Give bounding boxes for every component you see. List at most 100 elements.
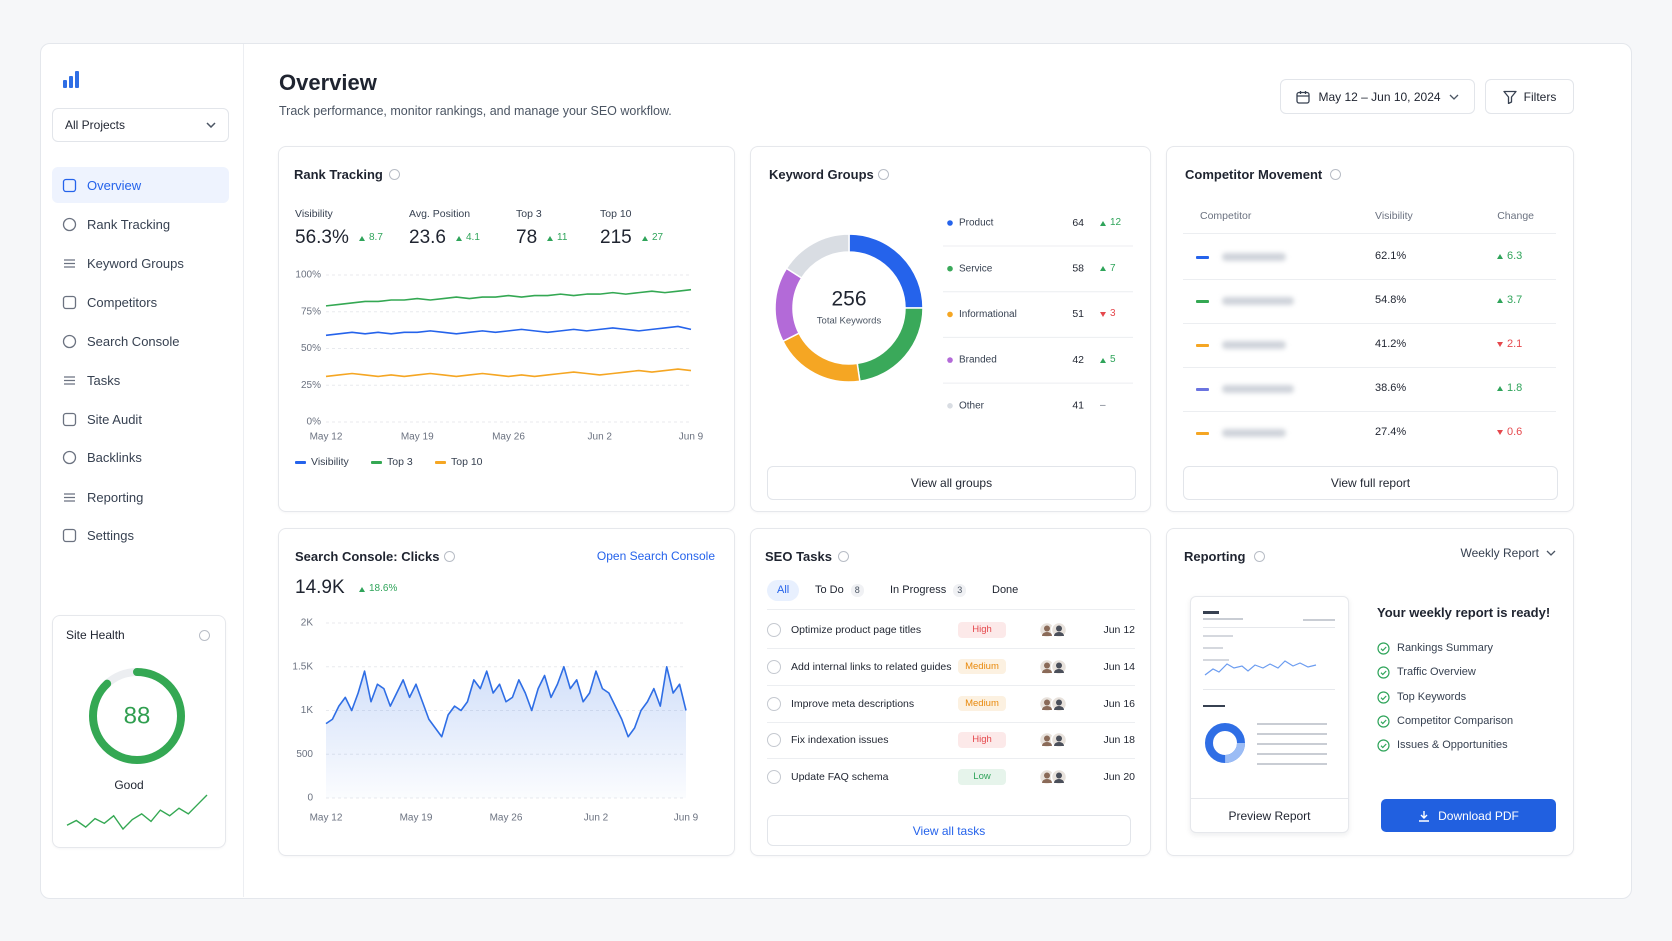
checkbox[interactable] [767, 623, 781, 637]
avatar-body [1042, 779, 1052, 784]
report-preview: Preview Report [1190, 596, 1349, 833]
nav-item[interactable]: Rank Tracking [52, 206, 229, 242]
nav-item[interactable]: Site Audit [52, 401, 229, 437]
tab-label: In Progress [890, 584, 947, 596]
tab[interactable]: All [767, 580, 800, 601]
legend-dot [947, 265, 953, 272]
tab[interactable]: In Progress 3 [880, 580, 976, 601]
avatar-body [1042, 632, 1052, 636]
trend-arrow [1497, 254, 1503, 259]
card-title: Rank Tracking [294, 167, 383, 182]
x-tick-label: Jun 9 [674, 813, 699, 824]
icon-shape [62, 217, 77, 231]
report-item: Issues & Opportunities [1397, 739, 1508, 752]
icon-shape [62, 450, 77, 464]
metric-label: Top 10 [600, 208, 632, 220]
download-button[interactable]: Download PDF [1381, 799, 1556, 832]
checkbox[interactable] [767, 733, 781, 748]
open-search-console-link[interactable]: Open Search Console [596, 549, 715, 563]
series-swatch [1196, 432, 1209, 435]
avatar-body [1054, 668, 1064, 673]
priority-badge: Medium [958, 658, 1006, 675]
row-divider [1183, 367, 1556, 368]
blurred-name [1222, 429, 1286, 437]
nav-item[interactable]: Settings [52, 517, 229, 553]
change: 18.6% [359, 584, 397, 594]
nav-icon [62, 334, 77, 348]
y-tick-label: 1K [301, 705, 314, 716]
period-select[interactable]: Weekly Report [1461, 547, 1556, 559]
icon-shape [62, 528, 77, 542]
date-range-button[interactable]: May 12 – Jun 10, 2024 [1280, 79, 1475, 114]
checkbox[interactable] [767, 770, 781, 785]
avatar-body [1042, 668, 1052, 673]
view-tasks-button[interactable]: View all tasks [767, 815, 1131, 846]
legend-value: 58 [1072, 262, 1084, 274]
avatar-face [1056, 699, 1062, 706]
nav-item[interactable]: Overview [52, 167, 229, 203]
change: – [1100, 399, 1106, 411]
y-tick-label: 1.5K [292, 661, 313, 672]
change: 12 [1100, 218, 1121, 228]
checkbox[interactable] [767, 696, 781, 711]
tab[interactable]: Done [982, 580, 1028, 601]
nav-icon [64, 258, 75, 268]
change-value: – [1100, 399, 1106, 411]
tab[interactable]: To Do 8 [805, 580, 874, 601]
competitor-card: Competitor Movement View full report Com… [1166, 146, 1574, 512]
priority-badge: Low [958, 769, 1006, 785]
area-fill [326, 666, 686, 798]
chevron [1449, 94, 1459, 100]
avatar-face [1044, 772, 1050, 779]
y-tick-label: 2K [301, 618, 314, 629]
view-report-button[interactable]: View full report [1183, 466, 1558, 500]
avatar-face [1056, 772, 1062, 779]
nav-item[interactable]: Backlinks [52, 439, 229, 475]
x-tick-label: May 26 [490, 813, 523, 824]
change-value: 8.7 [369, 232, 383, 243]
nav-item[interactable]: Keyword Groups [52, 245, 229, 281]
view-groups-button[interactable]: View all groups [767, 466, 1136, 500]
check-mark [1380, 743, 1387, 749]
button-label: Preview Report [1228, 808, 1311, 823]
card-title: Reporting [1184, 549, 1246, 564]
assignee-avatars [1038, 621, 1068, 639]
change-value: 11 [557, 232, 568, 243]
change: 7 [1100, 263, 1116, 274]
trend-arrow [359, 586, 365, 592]
report-item: Rankings Summary [1397, 642, 1493, 654]
y-tick-label: 25% [301, 380, 321, 391]
preview-button[interactable]: Preview Report [1191, 798, 1348, 832]
info-icon [838, 551, 849, 562]
trend-arrow [547, 235, 553, 241]
avatar-face [1044, 625, 1050, 632]
change-value: 3.7 [1507, 294, 1523, 306]
report-item: Competitor Comparison [1397, 714, 1514, 727]
legend-label: Top 10 [451, 456, 483, 468]
nav-item[interactable]: Competitors [52, 284, 229, 320]
check-mark [1380, 695, 1387, 700]
tab-count: 8 [850, 584, 864, 597]
gauge-arc [89, 668, 185, 764]
series-line [325, 368, 692, 378]
reporting-card: Reporting Weekly Report Preview Report Y… [1166, 528, 1574, 856]
legend-swatch [295, 461, 306, 464]
change-value: 5 [1110, 354, 1116, 366]
nav-item[interactable]: Tasks [52, 362, 229, 398]
change-value: 18.6% [369, 583, 398, 594]
priority-badge: High [958, 622, 1006, 638]
icon-shape [64, 492, 75, 502]
series-line [325, 325, 692, 337]
check-circle [1377, 690, 1390, 704]
nav-item[interactable]: Reporting [52, 479, 229, 515]
project-select[interactable]: All Projects [52, 108, 229, 142]
donut-slice [774, 267, 803, 343]
filters-button[interactable]: Filters [1485, 79, 1574, 114]
checkbox[interactable] [767, 659, 781, 674]
nav-item[interactable]: Search Console [52, 323, 229, 359]
column-header: Competitor [1200, 210, 1252, 222]
legend-label: Visibility [311, 456, 349, 468]
trend-arrow [1497, 298, 1503, 303]
keyword-groups-card: Keyword Groups View all groups Product 64… [750, 146, 1151, 512]
